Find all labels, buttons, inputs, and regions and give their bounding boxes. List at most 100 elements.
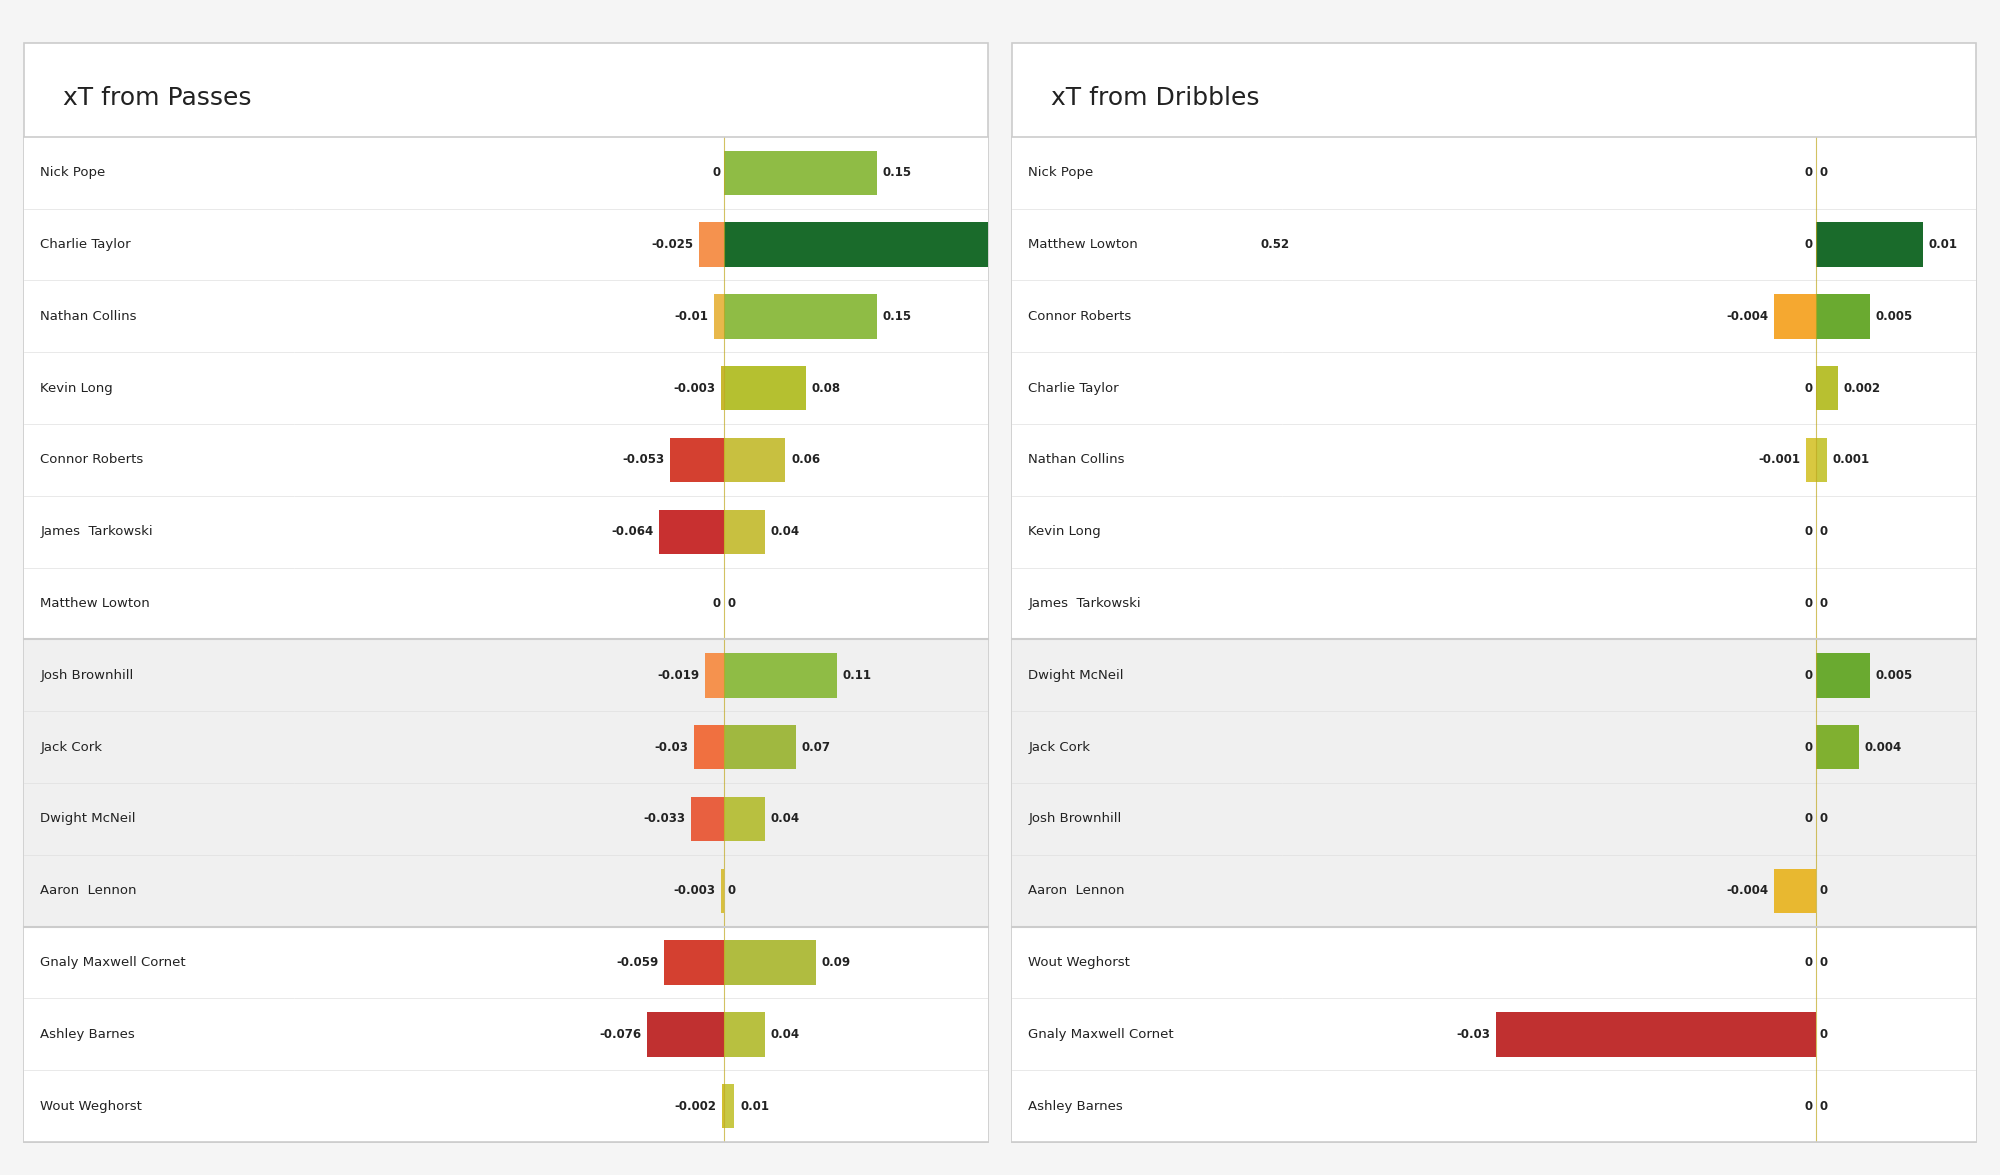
Text: Gnaly Maxwell Cornet: Gnaly Maxwell Cornet	[40, 956, 186, 969]
Text: 0: 0	[1804, 740, 1812, 753]
Text: 0: 0	[1804, 525, 1812, 538]
Text: 0: 0	[1820, 166, 1828, 180]
Text: 0: 0	[1820, 525, 1828, 538]
Bar	[724, 653, 836, 698]
Text: Dwight McNeil: Dwight McNeil	[40, 812, 136, 826]
Text: 0: 0	[1804, 597, 1812, 610]
Bar	[1496, 1012, 1816, 1056]
Text: 0.52: 0.52	[1260, 239, 1290, 251]
Text: 0.09: 0.09	[822, 956, 850, 969]
Bar	[724, 510, 766, 555]
Text: 0: 0	[728, 885, 736, 898]
Text: 0.01: 0.01	[1928, 239, 1958, 251]
Text: -0.064: -0.064	[612, 525, 654, 538]
Bar	[1816, 294, 1870, 338]
Text: -0.053: -0.053	[622, 454, 664, 466]
Text: 0: 0	[1804, 812, 1812, 826]
Text: 0.06: 0.06	[792, 454, 820, 466]
Text: -0.001: -0.001	[1758, 454, 1800, 466]
Text: Charlie Taylor: Charlie Taylor	[1028, 382, 1118, 395]
Bar	[724, 365, 806, 410]
Text: 0: 0	[1804, 669, 1812, 682]
Text: -0.076: -0.076	[598, 1028, 642, 1041]
Text: -0.03: -0.03	[1456, 1028, 1490, 1041]
Text: Nick Pope: Nick Pope	[1028, 166, 1094, 180]
Bar	[1816, 365, 1838, 410]
Text: James  Tarkowski: James Tarkowski	[40, 525, 152, 538]
Text: James  Tarkowski: James Tarkowski	[1028, 597, 1140, 610]
Bar	[1774, 868, 1816, 913]
Bar	[1816, 653, 1870, 698]
Text: Nathan Collins: Nathan Collins	[1028, 454, 1124, 466]
Text: 0: 0	[712, 597, 720, 610]
Text: 0.15: 0.15	[882, 166, 912, 180]
Text: Wout Weghorst: Wout Weghorst	[1028, 956, 1130, 969]
Bar	[722, 1085, 724, 1128]
Text: Matthew Lowton: Matthew Lowton	[1028, 239, 1138, 251]
Text: 0.004: 0.004	[1864, 740, 1902, 753]
Text: 0.11: 0.11	[842, 669, 872, 682]
Text: 0: 0	[1804, 166, 1812, 180]
Text: -0.019: -0.019	[658, 669, 700, 682]
Text: Jack Cork: Jack Cork	[40, 740, 102, 753]
Text: 0.002: 0.002	[1844, 382, 1880, 395]
Bar	[1816, 438, 1828, 482]
Text: Connor Roberts: Connor Roberts	[40, 454, 144, 466]
Text: 0: 0	[1820, 956, 1828, 969]
Bar	[1774, 294, 1816, 338]
Bar	[658, 510, 724, 555]
Bar	[1816, 222, 1924, 267]
Text: Aaron  Lennon: Aaron Lennon	[1028, 885, 1124, 898]
Text: 0.07: 0.07	[802, 740, 830, 753]
Text: Dwight McNeil: Dwight McNeil	[1028, 669, 1124, 682]
Text: Ashley Barnes: Ashley Barnes	[1028, 1100, 1122, 1113]
Bar	[722, 365, 724, 410]
Text: 0: 0	[1820, 1100, 1828, 1113]
Text: 0.005: 0.005	[1876, 310, 1912, 323]
Text: Matthew Lowton: Matthew Lowton	[40, 597, 150, 610]
Bar	[698, 222, 724, 267]
Text: -0.025: -0.025	[652, 239, 694, 251]
Text: 0: 0	[1820, 885, 1828, 898]
Text: 0.04: 0.04	[770, 1028, 800, 1041]
Text: 0.08: 0.08	[812, 382, 840, 395]
Text: 0: 0	[1820, 597, 1828, 610]
Text: 0: 0	[1804, 1100, 1812, 1113]
Bar	[724, 222, 1256, 267]
Bar	[724, 725, 796, 770]
Text: -0.059: -0.059	[616, 956, 658, 969]
Text: Charlie Taylor: Charlie Taylor	[40, 239, 130, 251]
Text: Kevin Long: Kevin Long	[1028, 525, 1100, 538]
Text: 0: 0	[1804, 382, 1812, 395]
Text: 0: 0	[1820, 1028, 1828, 1041]
Text: 0: 0	[728, 597, 736, 610]
Text: Kevin Long: Kevin Long	[40, 382, 112, 395]
Text: Nick Pope: Nick Pope	[40, 166, 106, 180]
Bar	[704, 653, 724, 698]
Text: 0.001: 0.001	[1832, 454, 1870, 466]
Text: Nathan Collins: Nathan Collins	[40, 310, 136, 323]
Text: xT from Dribbles: xT from Dribbles	[1050, 86, 1260, 109]
Text: 0: 0	[712, 166, 720, 180]
Text: 0.15: 0.15	[882, 310, 912, 323]
Bar	[714, 294, 724, 338]
Text: -0.033: -0.033	[644, 812, 686, 826]
Text: Gnaly Maxwell Cornet: Gnaly Maxwell Cornet	[1028, 1028, 1174, 1041]
Bar	[724, 294, 878, 338]
Text: 0: 0	[1804, 956, 1812, 969]
Text: -0.002: -0.002	[674, 1100, 716, 1113]
Text: Connor Roberts: Connor Roberts	[1028, 310, 1132, 323]
Bar	[1816, 725, 1860, 770]
Text: Josh Brownhill: Josh Brownhill	[1028, 812, 1122, 826]
Text: 0.04: 0.04	[770, 812, 800, 826]
Text: -0.003: -0.003	[674, 382, 716, 395]
Text: -0.03: -0.03	[654, 740, 688, 753]
Bar	[724, 1085, 734, 1128]
Text: 0.04: 0.04	[770, 525, 800, 538]
Text: Josh Brownhill: Josh Brownhill	[40, 669, 134, 682]
Bar	[724, 1012, 766, 1056]
Bar	[724, 940, 816, 985]
Bar	[664, 940, 724, 985]
Text: 0.01: 0.01	[740, 1100, 770, 1113]
Text: Wout Weghorst: Wout Weghorst	[40, 1100, 142, 1113]
